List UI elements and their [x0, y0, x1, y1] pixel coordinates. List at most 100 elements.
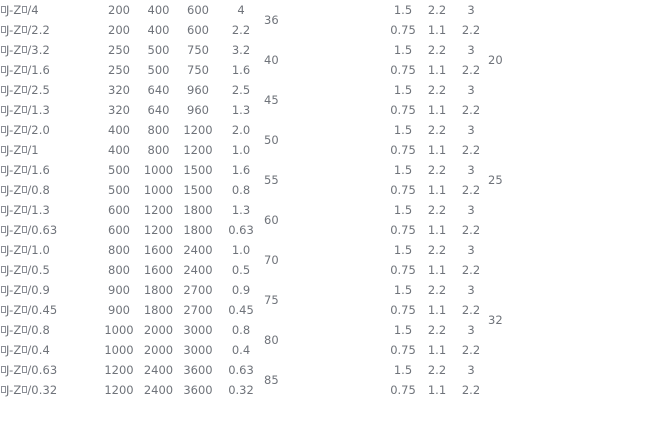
model-prefix: J-Z — [6, 243, 22, 257]
model-suffix: /0.63 — [27, 223, 58, 237]
cell-right-value-1: 1.5 — [393, 283, 413, 297]
missing-glyph-icon — [21, 266, 27, 273]
model-prefix: J-Z — [6, 203, 22, 217]
cell-right-value-3: 2.2 — [461, 63, 481, 77]
cell-value-1: 320 — [108, 83, 130, 97]
table-row: J-Z/0.8 1000 2000 3000 0.8 80 1.5 2.2 3 — [0, 320, 650, 347]
cell-value-2: 1000 — [143, 163, 174, 177]
cell-right-value-2: 1.1 — [427, 143, 447, 157]
model-prefix: J-Z — [6, 143, 22, 157]
missing-glyph-icon — [21, 26, 27, 33]
cell-value-3: 2700 — [183, 283, 213, 297]
cell-merged-middle: 40 — [264, 53, 279, 67]
model-suffix: /1 — [27, 143, 39, 157]
cell-value-1: 900 — [108, 303, 130, 317]
cell-value-1: 320 — [108, 103, 130, 117]
cell-value-2: 800 — [147, 143, 170, 157]
model-prefix: J-Z — [6, 123, 22, 137]
cell-value-2: 1000 — [143, 183, 174, 197]
cell-model-code: J-Z/3.2 — [0, 40, 99, 60]
model-suffix: /0.45 — [27, 303, 58, 317]
model-suffix: /1.6 — [27, 163, 50, 177]
cell-value-4: 0.8 — [231, 183, 251, 197]
cell-right-value-1: 0.75 — [390, 143, 416, 157]
missing-glyph-icon — [0, 106, 6, 113]
cell-right-value-3: 2.2 — [461, 23, 481, 37]
cell-model-code: J-Z/2.2 — [0, 20, 99, 40]
cell-value-1: 800 — [108, 243, 130, 257]
table-row: J-Z/1.0 800 1600 2400 1.0 70 1.5 2.2 3 32 — [0, 240, 650, 327]
model-suffix: /1.3 — [27, 103, 50, 117]
cell-right-value-1: 0.75 — [390, 343, 416, 357]
cell-value-4: 0.9 — [231, 283, 251, 297]
cell-value-4: 0.5 — [231, 263, 251, 277]
cell-merged-middle: 60 — [264, 213, 279, 227]
table-row: J-Z/2.2 200 400 600 2.2 0.75 1.1 2.2 — [0, 20, 650, 40]
cell-value-4: 0.32 — [228, 383, 254, 397]
table-row: J-Z/0.63 1200 2400 3600 0.63 85 1.5 2.2 3 — [0, 360, 650, 387]
cell-value-3: 3600 — [183, 363, 213, 377]
table-row: J-Z/1.6 500 1000 1500 1.6 55 1.5 2.2 3 — [0, 160, 650, 187]
missing-glyph-icon — [0, 286, 6, 293]
cell-value-4: 3.2 — [231, 43, 251, 57]
cell-right-value-1: 1.5 — [393, 243, 413, 257]
missing-glyph-icon — [0, 66, 6, 73]
cell-right-value-3: 3 — [467, 123, 475, 137]
cell-model-code: J-Z/2.0 — [0, 120, 99, 140]
cell-right-value-2: 2.2 — [427, 243, 447, 257]
cell-merged-middle: 85 — [264, 373, 279, 387]
cell-value-3: 1800 — [183, 203, 213, 217]
cell-value-2: 2000 — [143, 343, 174, 357]
cell-merged-middle: 45 — [264, 93, 279, 107]
cell-value-1: 500 — [108, 183, 130, 197]
table-row: J-Z/1 400 800 1200 1.0 0.75 1.1 2.2 — [0, 140, 650, 160]
table-row: J-Z/0.9 900 1800 2700 0.9 75 1.5 2.2 3 — [0, 280, 650, 307]
cell-value-4: 0.4 — [231, 343, 251, 357]
cell-right-value-2: 2.2 — [427, 123, 447, 137]
table-row: J-Z/1.3 600 1200 1800 1.3 60 1.5 2.2 3 — [0, 200, 650, 227]
cell-value-2: 400 — [147, 3, 170, 17]
model-prefix: J-Z — [6, 303, 22, 317]
cell-value-2: 2400 — [143, 383, 174, 397]
cell-value-2: 640 — [147, 103, 170, 117]
table-row: J-Z/0.45 900 1800 2700 0.45 0.75 1.1 2.2 — [0, 300, 650, 320]
cell-right-value-1: 0.75 — [390, 223, 416, 237]
missing-glyph-icon — [21, 6, 27, 13]
cell-right-value-1: 1.5 — [393, 3, 413, 17]
missing-glyph-icon — [21, 186, 27, 193]
table-row: J-Z/1.3 320 640 960 1.3 0.75 1.1 2.2 — [0, 100, 650, 120]
cell-merged-middle: 80 — [264, 333, 279, 347]
cell-value-4: 1.3 — [231, 103, 251, 117]
cell-right-value-3: 2.2 — [461, 183, 481, 197]
cell-right-value-2: 1.1 — [427, 23, 447, 37]
cell-value-2: 1600 — [143, 243, 174, 257]
missing-glyph-icon — [0, 26, 6, 33]
cell-right-value-1: 1.5 — [393, 323, 413, 337]
cell-right-value-2: 2.2 — [427, 43, 447, 57]
model-prefix: J-Z — [6, 183, 22, 197]
model-prefix: J-Z — [6, 383, 22, 397]
missing-glyph-icon — [21, 46, 27, 53]
cell-value-1: 1000 — [104, 343, 134, 357]
cell-right-value-3: 2.2 — [461, 383, 481, 397]
cell-right-value-2: 2.2 — [427, 83, 447, 97]
cell-right-value-3: 2.2 — [461, 303, 481, 317]
table-row: J-Z/2.5 320 640 960 2.5 45 1.5 2.2 3 — [0, 80, 650, 107]
missing-glyph-icon — [0, 326, 6, 333]
cell-value-1: 400 — [108, 123, 130, 137]
cell-right-value-3: 3 — [467, 43, 475, 57]
missing-glyph-icon — [0, 346, 6, 353]
missing-glyph-icon — [0, 166, 6, 173]
missing-glyph-icon — [0, 266, 6, 273]
missing-glyph-icon — [21, 286, 27, 293]
cell-merged-far-right: 25 — [488, 173, 503, 187]
model-suffix: /2.5 — [27, 83, 50, 97]
missing-glyph-icon — [0, 126, 6, 133]
cell-value-1: 1200 — [104, 383, 134, 397]
cell-value-3: 960 — [187, 103, 209, 117]
cell-right-value-2: 1.1 — [427, 303, 447, 317]
cell-right-value-1: 0.75 — [390, 383, 416, 397]
missing-glyph-icon — [0, 226, 6, 233]
model-suffix: /4 — [27, 3, 39, 17]
cell-right-value-1: 0.75 — [390, 263, 416, 277]
